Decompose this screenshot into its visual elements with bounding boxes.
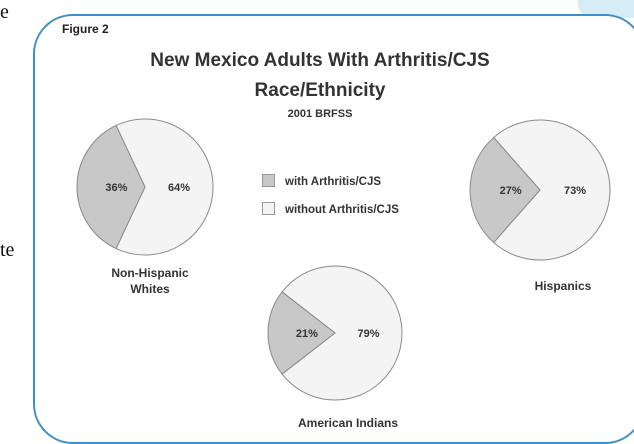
pie-slice-non-hispanic-whites-without (115, 118, 214, 256)
pie-value-label-non-hispanic-whites-without: 64% (168, 182, 190, 194)
legend-label-with: with Arthritis/CJS (285, 176, 382, 188)
corner-tab (578, 0, 634, 18)
pie-value-label-hispanics-with: 27% (500, 185, 522, 197)
pie-slice-hispanics-without (493, 119, 611, 261)
page-side-text: e (0, 1, 9, 23)
legend-swatch-with (262, 174, 275, 187)
chart-subtitle: 2001 BRFSS (287, 108, 353, 120)
chart-title: New Mexico Adults With Arthritis/CJS (150, 50, 490, 71)
pie-name-non-hispanic-whites: Non-Hispanic Whites (111, 266, 189, 296)
pie-slice-american-indians-with (267, 291, 336, 375)
pie-value-label-american-indians-with: 21% (296, 328, 318, 340)
pie-slice-non-hispanic-whites-with (76, 124, 146, 250)
pie-value-label-non-hispanic-whites-with: 36% (105, 182, 127, 194)
legend-label-without: without Arthritis/CJS (285, 204, 399, 216)
pie-value-label-hispanics-without: 73% (564, 185, 586, 197)
pie-value-label-american-indians-without: 79% (357, 328, 379, 340)
figure-label: Figure 2 (62, 22, 109, 36)
chart-title-line2: Race/Ethnicity (254, 80, 386, 101)
page-side-text: te (0, 239, 15, 261)
pie-slice-hispanics-with (469, 136, 541, 244)
pie-name-american-indians: American Indians (297, 416, 399, 430)
legend-item-without: without Arthritis/CJS (262, 202, 399, 216)
legend-item-with: with Arthritis/CJS (262, 174, 381, 188)
pie-slice-american-indians-without (281, 265, 403, 401)
pie-name-hispanics: Hispanics (534, 279, 592, 293)
legend-swatch-without (262, 202, 275, 215)
